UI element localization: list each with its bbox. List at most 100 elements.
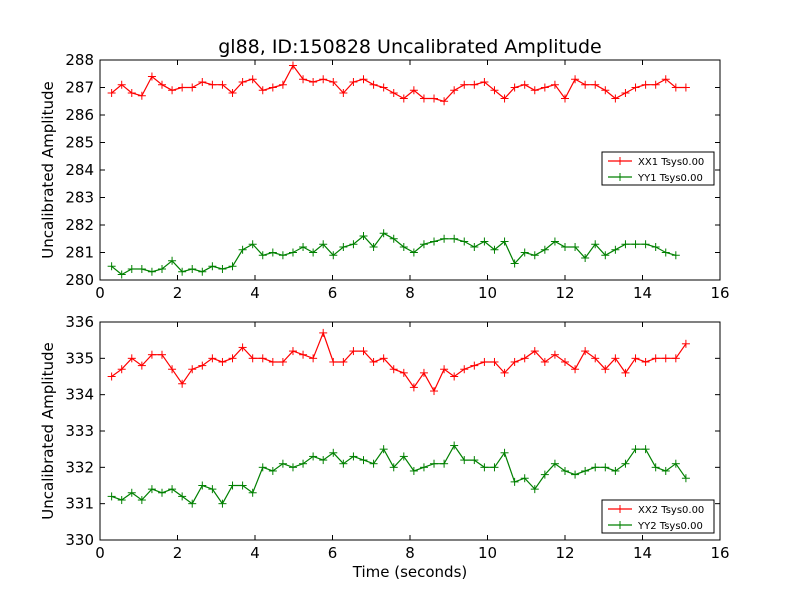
data-point	[550, 237, 559, 246]
data-point	[540, 470, 549, 479]
data-point	[611, 466, 620, 475]
data-point	[208, 80, 217, 89]
data-point	[430, 237, 439, 246]
data-point	[490, 245, 499, 254]
data-point	[107, 262, 116, 271]
data-point	[500, 237, 509, 246]
data-point	[268, 248, 277, 257]
data-point	[460, 80, 469, 89]
data-point	[359, 456, 368, 465]
data-point	[641, 445, 650, 454]
data-point	[369, 243, 378, 251]
data-point	[319, 75, 328, 84]
y-tick-label: 288	[65, 51, 94, 69]
data-point	[611, 354, 620, 363]
data-point	[258, 86, 267, 95]
data-point	[430, 459, 439, 468]
data-point	[470, 456, 479, 465]
y-axis-label: Uncalibrated Amplitude	[39, 81, 57, 258]
data-point	[419, 463, 428, 472]
legend-entry: YY1 Tsys0.00	[608, 173, 703, 184]
data-point	[198, 78, 207, 86]
data-point	[651, 80, 660, 89]
data-point	[450, 86, 459, 95]
data-point	[671, 83, 680, 92]
data-point	[561, 243, 569, 251]
x-tick-label: 0	[95, 544, 105, 562]
data-point	[268, 83, 277, 92]
data-point	[309, 78, 318, 86]
data-point	[530, 347, 539, 356]
data-point	[158, 488, 166, 497]
data-point	[369, 459, 378, 468]
data-point	[278, 357, 287, 366]
data-point	[621, 89, 630, 97]
data-point	[571, 75, 580, 84]
x-axis-label: Time (seconds)	[352, 563, 468, 581]
data-point	[117, 365, 126, 374]
x-tick-label: 16	[710, 284, 729, 302]
data-point	[168, 365, 177, 374]
data-point	[178, 492, 187, 501]
y-tick-label: 335	[65, 349, 94, 367]
x-tick-label: 14	[633, 544, 652, 562]
data-point	[329, 448, 338, 457]
plot-2: 0 2 4 6 8 10 12 14 16 330 331 332 333 334 335 336 Uncali…	[39, 313, 730, 581]
data-point	[208, 485, 217, 494]
data-point	[520, 248, 529, 257]
data-point	[641, 357, 650, 366]
data-point	[299, 350, 308, 359]
data-point	[137, 496, 146, 505]
y-tick-label: 336	[65, 313, 94, 331]
data-point	[500, 94, 509, 103]
legend-box	[601, 151, 715, 186]
data-point	[399, 368, 408, 377]
data-point	[228, 354, 237, 363]
data-point	[621, 240, 630, 249]
data-point	[520, 474, 529, 483]
data-point	[631, 445, 640, 454]
data-point	[137, 91, 146, 100]
data-point	[309, 354, 318, 363]
data-point	[178, 379, 187, 388]
data-point	[540, 83, 549, 92]
data-point	[450, 372, 459, 381]
data-point	[419, 94, 428, 103]
data-point	[188, 365, 197, 374]
data-point	[671, 459, 680, 468]
x-tick-label: 2	[173, 284, 183, 302]
y-tick-label: 331	[65, 495, 94, 513]
plot-1: 0 2 4 6 8 10 12 14 16 280 281 282 283 284 285 286 287 288…	[39, 51, 730, 302]
data-point	[399, 94, 408, 103]
data-point	[208, 354, 217, 363]
data-point	[490, 357, 499, 366]
data-point	[288, 463, 297, 472]
data-point	[581, 80, 590, 89]
data-point	[369, 80, 378, 89]
data-point	[238, 481, 247, 490]
data-point	[147, 72, 156, 81]
data-point	[561, 357, 569, 366]
data-point	[530, 485, 539, 494]
data-point	[409, 248, 418, 257]
data-point	[480, 237, 489, 246]
x-tick-label: 6	[328, 284, 338, 302]
data-point	[268, 466, 277, 475]
data-point	[490, 86, 499, 95]
data-point	[621, 459, 630, 468]
data-point	[470, 361, 479, 370]
data-point	[339, 357, 348, 366]
data-point	[158, 350, 166, 359]
data-point	[228, 262, 237, 271]
data-point	[651, 463, 660, 472]
data-point	[520, 80, 529, 89]
legend-label: XX1 Tsys0.00	[638, 157, 704, 168]
data-point	[329, 251, 338, 260]
data-point	[651, 243, 660, 251]
series-line	[111, 64, 686, 102]
data-point	[480, 357, 489, 366]
data-point	[218, 499, 227, 508]
data-point	[651, 354, 660, 363]
y-tick-label: 333	[65, 422, 94, 440]
